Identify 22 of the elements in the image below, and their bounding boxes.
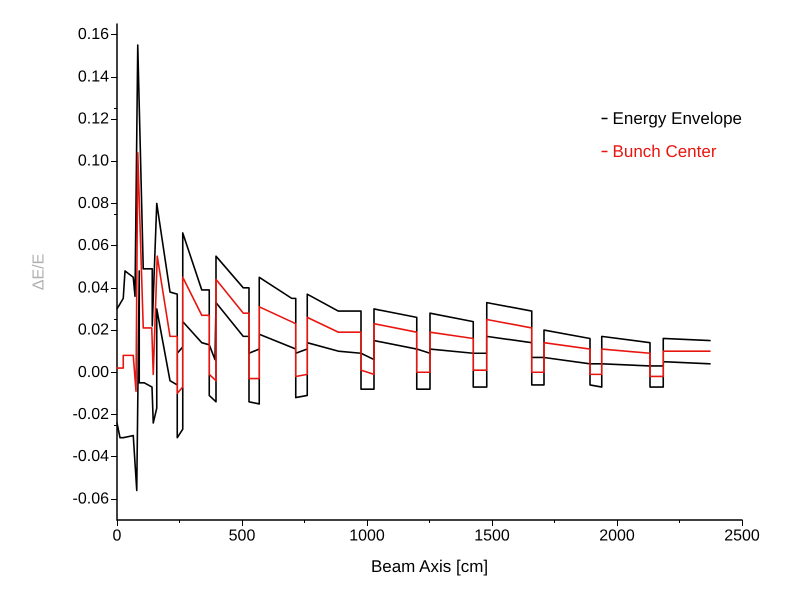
y-tick-label: -0.04 (72, 448, 110, 466)
y-axis-title: ΔE/E (30, 254, 48, 290)
x-axis-title: Beam Axis [cm] (370, 557, 488, 576)
y-tick-label: 0.00 (78, 364, 110, 381)
y-tick-label: -0.06 (72, 490, 110, 508)
legend-label: Bunch Center (612, 142, 717, 161)
y-tick-label: 0.16 (78, 26, 110, 44)
y-tick-label: 0.12 (78, 110, 110, 128)
legend-label: Energy Envelope (612, 109, 742, 128)
x-tick-label: 2000 (599, 528, 635, 544)
y-tick-label: 0.02 (78, 322, 110, 339)
x-tick-label: 2500 (724, 528, 760, 544)
x-tick-label: 1000 (349, 528, 385, 544)
x-tick-label: 1500 (474, 528, 510, 544)
y-tick-label: 0.08 (78, 194, 110, 212)
y-tick-label: 0.04 (78, 279, 110, 296)
y-tick-label: -0.02 (72, 406, 110, 423)
y-tick-label: 0.06 (78, 237, 110, 254)
x-tick-label: 500 (228, 528, 256, 544)
x-tick-label: 0 (112, 528, 122, 544)
y-tick-label: 0.14 (78, 68, 110, 86)
y-tick-label: 0.10 (78, 152, 110, 170)
